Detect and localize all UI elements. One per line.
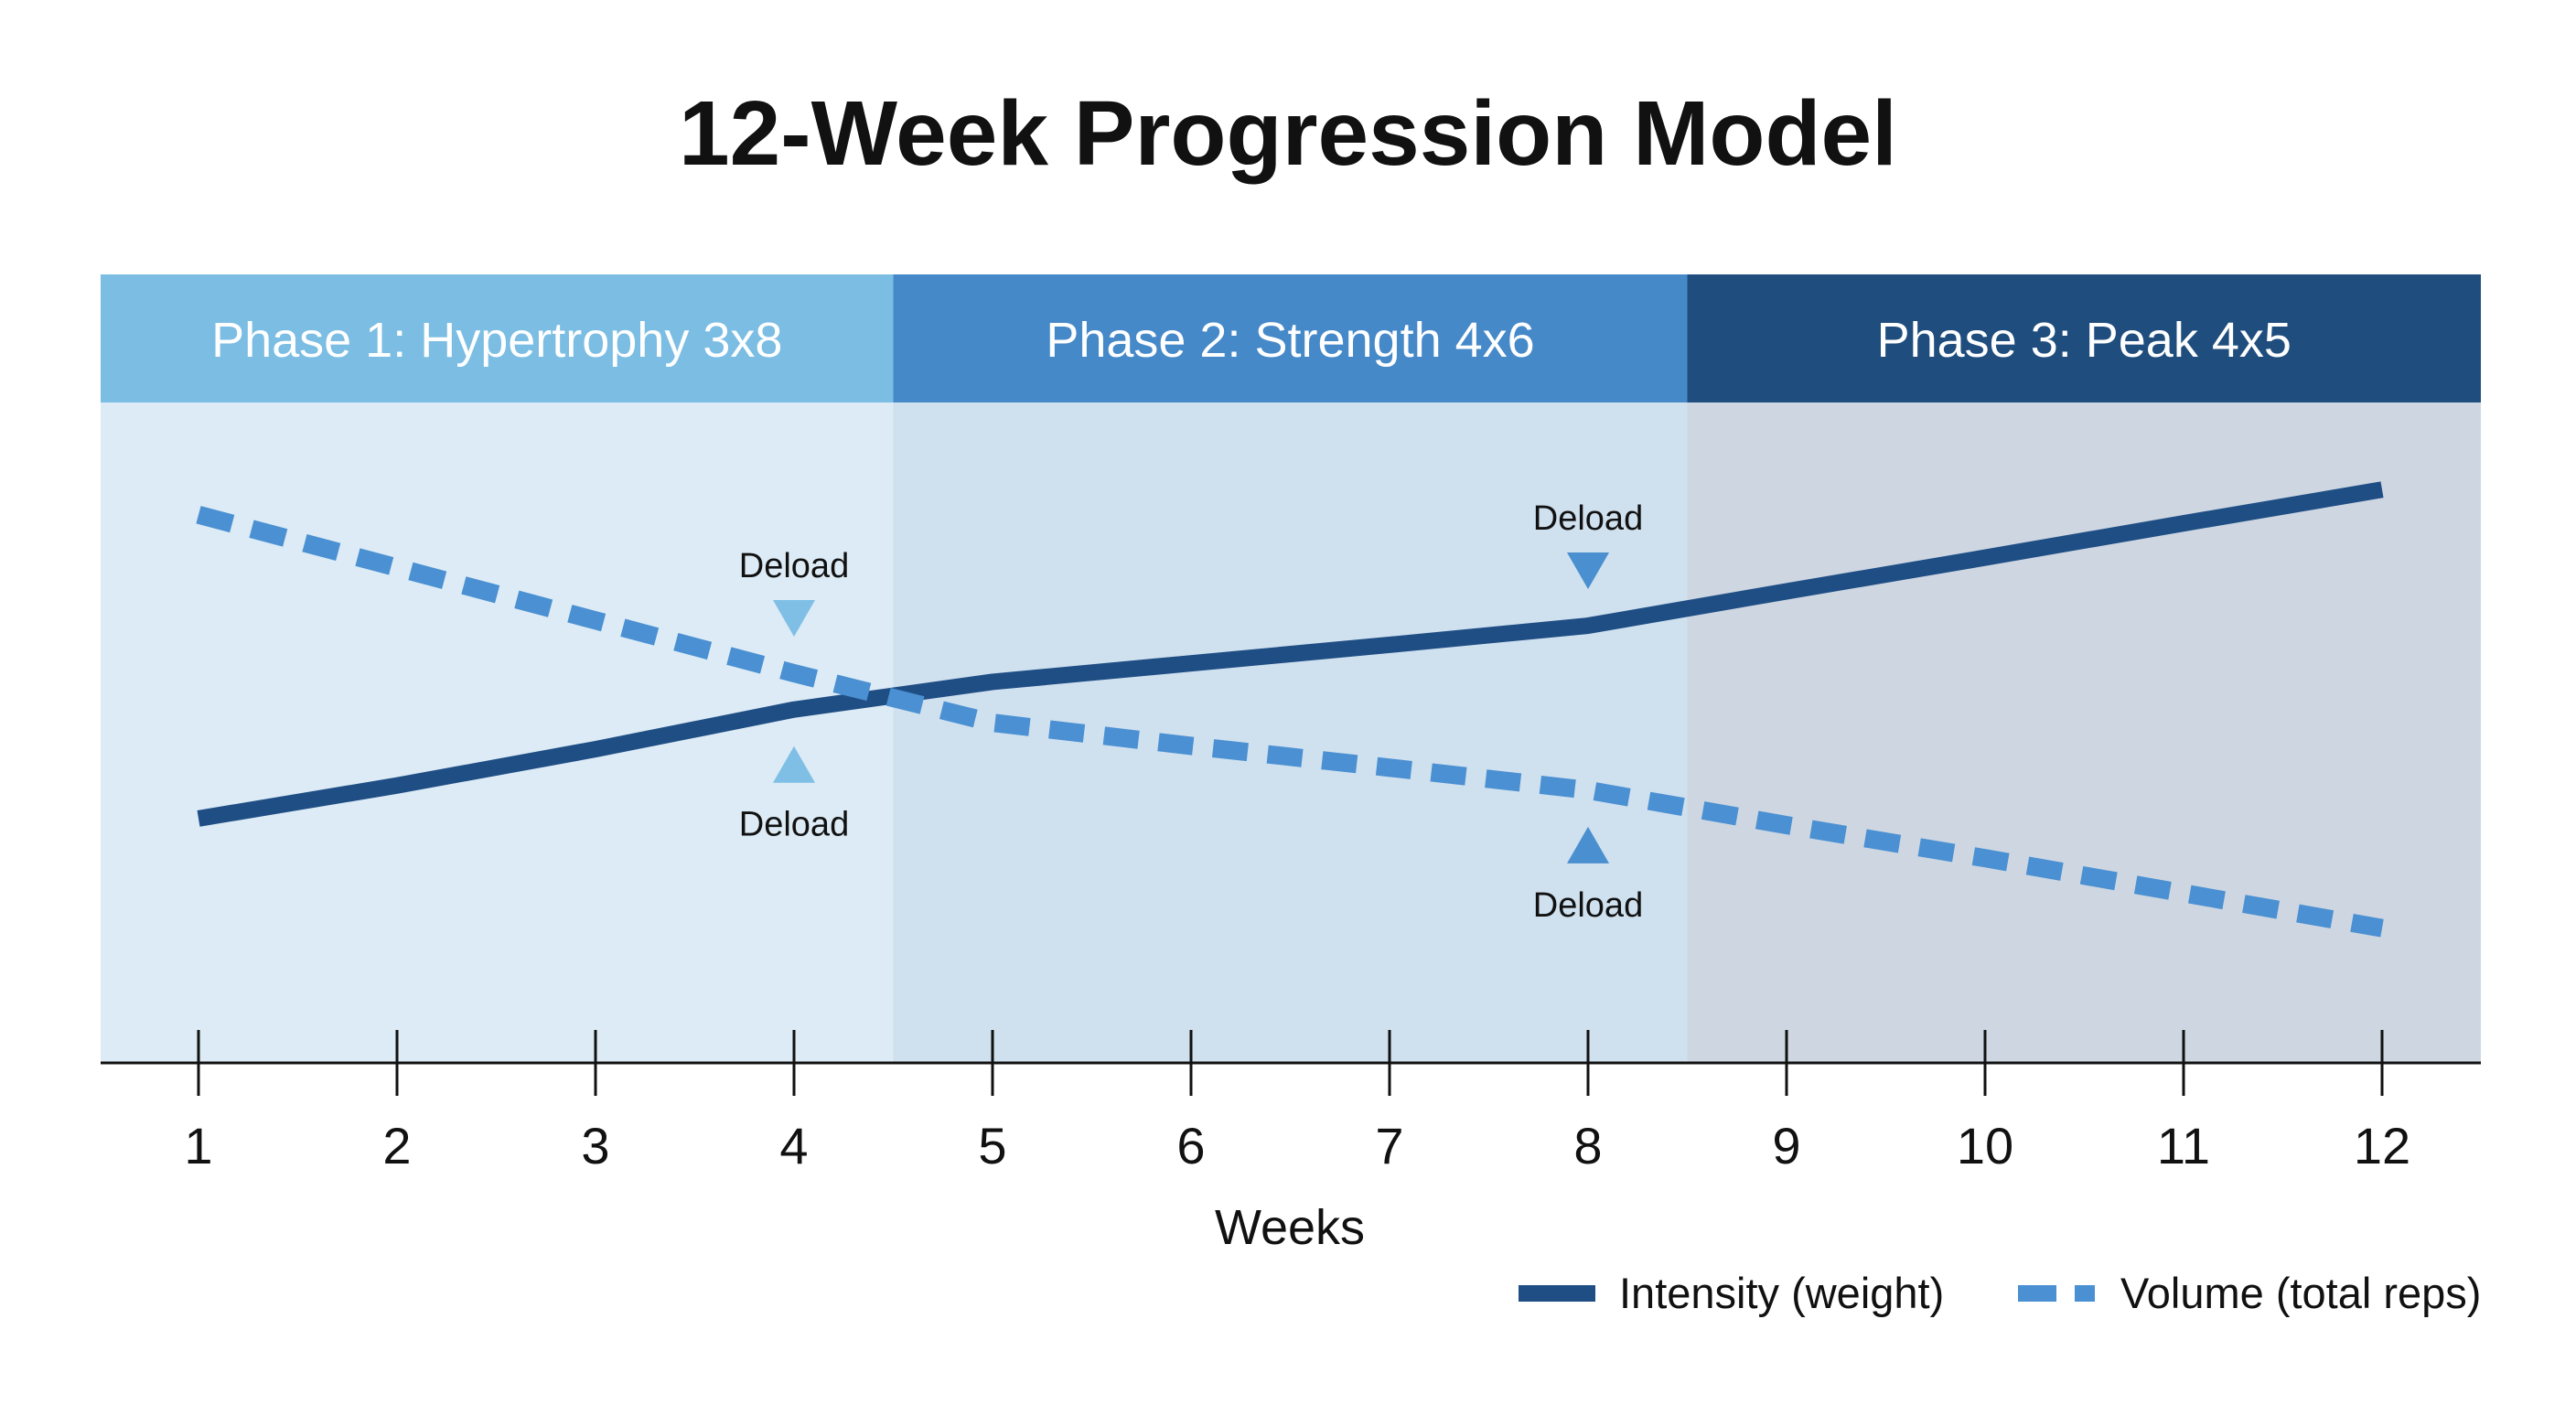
series-line-intensity	[197, 481, 2384, 827]
x-tick-label: 2	[382, 1117, 411, 1174]
deload-label: Deload	[739, 806, 849, 844]
phase-bands	[101, 402, 2481, 1063]
x-axis: 1 2 3 4 5 6 7 8 9 10 11 12	[101, 1030, 2481, 1174]
x-axis-label: Weeks	[1215, 1200, 1365, 1255]
annotations: Deload Deload Deload Deload	[739, 499, 1643, 925]
x-tick-label: 6	[1176, 1117, 1205, 1174]
x-tick-label: 4	[779, 1117, 808, 1174]
phase-label-3: Phase 3: Peak 4x5	[1877, 313, 2292, 368]
legend-label-volume: Volume (total reps)	[2120, 1269, 2481, 1317]
x-tick-label: 7	[1375, 1117, 1403, 1174]
x-tick-label: 8	[1573, 1117, 1602, 1174]
x-tick-label: 9	[1772, 1117, 1800, 1174]
deload-marker-up	[773, 745, 815, 783]
legend: Intensity (weight) Volume (total reps)	[1519, 1269, 2481, 1317]
phase-header-1	[101, 274, 894, 402]
deload-label: Deload	[739, 547, 849, 585]
x-tick-label: 12	[2354, 1117, 2410, 1174]
chart-title: 12-Week Progression Model	[679, 82, 1897, 185]
x-tick-label: 1	[184, 1117, 212, 1174]
phase-band-3	[1687, 402, 2481, 1063]
phase-header-2	[893, 274, 1688, 402]
legend-label-intensity: Intensity (weight)	[1619, 1269, 1944, 1317]
phase-headers: Phase 1: Hypertrophy 3x8 Phase 2: Strengt…	[101, 274, 2481, 402]
x-tick-label: 5	[978, 1117, 1006, 1174]
deload-marker-up	[1567, 826, 1609, 863]
deload-marker-down	[773, 600, 815, 638]
x-tick-label: 3	[581, 1117, 609, 1174]
series-lines	[196, 481, 2384, 938]
x-tick-label: 10	[1957, 1117, 2013, 1174]
deload-label: Deload	[1533, 499, 1643, 538]
phase-header-3	[1687, 274, 2481, 402]
deload-label: Deload	[1533, 886, 1643, 925]
phase-label-2: Phase 2: Strength 4x6	[1046, 313, 1534, 368]
series-line-volume	[196, 506, 2384, 938]
x-tick-label: 11	[2157, 1117, 2210, 1174]
phase-band-1	[101, 402, 894, 1063]
deload-marker-down	[1567, 552, 1609, 590]
phase-label-1: Phase 1: Hypertrophy 3x8	[211, 313, 782, 368]
